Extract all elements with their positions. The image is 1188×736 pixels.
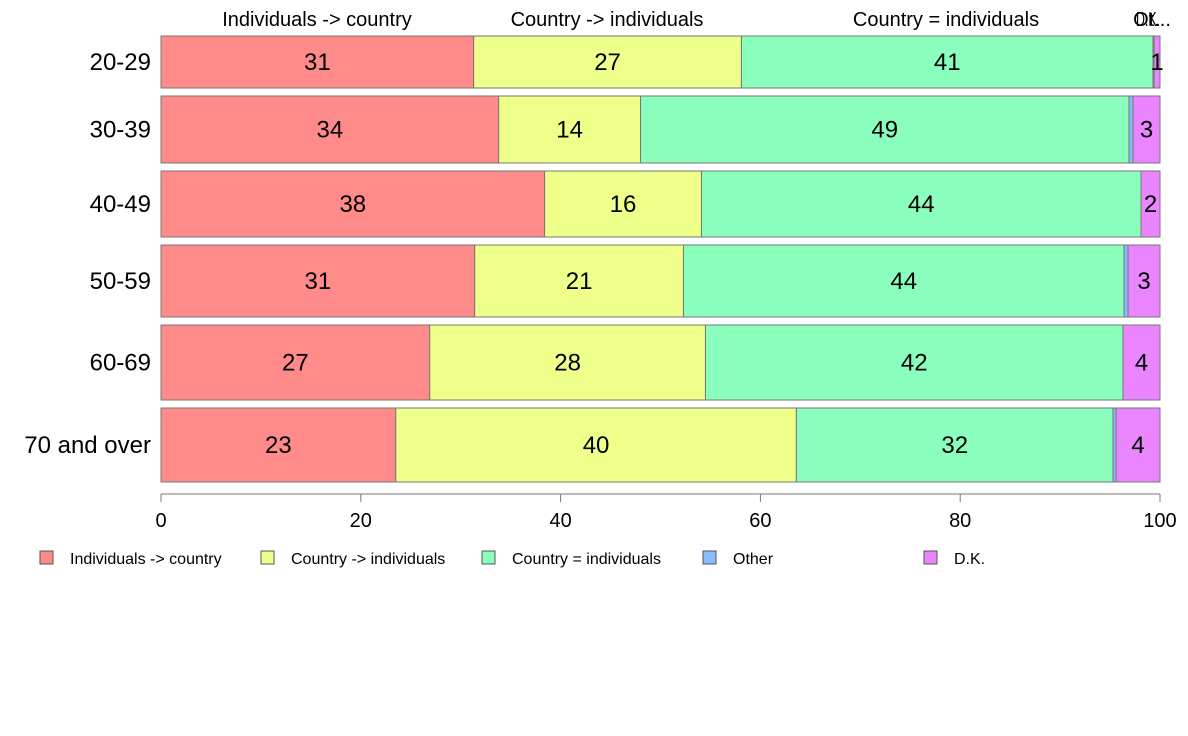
row-label: 50-59 (90, 268, 151, 295)
bar-segment (160, 95, 500, 164)
bar-row-60-69: 60-69 27 28 42 4 (90, 324, 1161, 401)
x-axis: 0 20 40 60 80 100 (155, 493, 1177, 532)
legend: Individuals -> country Country -> individ… (39, 550, 985, 568)
bar-segment (1115, 407, 1161, 483)
bar-row-50-59: 50-59 31 21 44 3 (90, 244, 1161, 318)
bar-segment (704, 324, 1124, 401)
top-segment-labels: Individuals -> country Country -> individ… (222, 9, 1171, 31)
bar-value-label: 38 (339, 191, 366, 218)
legend-label: Country -> individuals (291, 551, 445, 568)
bar-value-label: 28 (554, 350, 581, 377)
top-label-overlap: D.K. (1136, 9, 1160, 31)
legend-label: Individuals -> country (70, 551, 222, 568)
legend-swatch (923, 550, 938, 565)
legend-swatch (260, 550, 275, 565)
bar-row-30-39: 30-39 34 14 49 3 (90, 95, 1161, 164)
bar-value-label: 14 (556, 117, 583, 144)
bar-segment (640, 95, 1130, 164)
x-tick-label: 40 (549, 510, 571, 532)
legend-label: Other (733, 551, 774, 568)
bar-value-label: 3 (1137, 268, 1150, 295)
bar-value-label: 27 (594, 49, 621, 76)
bar-value-label: 40 (583, 432, 610, 459)
bar-value-label: 4 (1135, 350, 1148, 377)
bar-segment (1153, 35, 1161, 89)
bar-rows: 20-29 31 27 41 130-39 34 14 49 340-49 38 16 44 250-5… (24, 35, 1164, 483)
legend-label: Country = individuals (512, 551, 661, 568)
x-tick-label: 0 (155, 510, 166, 532)
top-label-0: Individuals -> country (222, 9, 412, 31)
bar-segment (700, 170, 1142, 238)
bar-segment (498, 95, 642, 164)
bar-segment (1122, 324, 1161, 401)
x-tick-label: 20 (350, 510, 372, 532)
bar-segment (474, 244, 684, 318)
row-label: 70 and over (24, 432, 151, 459)
bar-value-label: 2 (1144, 191, 1157, 218)
bar-segment (395, 407, 797, 483)
legend-swatch (481, 550, 496, 565)
legend-item: Country = individuals (481, 550, 661, 568)
x-tick-label: 100 (1143, 510, 1176, 532)
legend-item: Other (702, 550, 774, 568)
bar-segment (1128, 95, 1134, 164)
bar-segment (682, 244, 1125, 318)
top-label-1: Country -> individuals (511, 9, 704, 31)
bar-segment (429, 324, 706, 401)
bar-segment (160, 407, 397, 483)
bar-segment (795, 407, 1114, 483)
legend-item: Individuals -> country (39, 550, 222, 568)
bar-row-40-49: 40-49 38 16 44 2 (90, 170, 1161, 238)
bar-segment (1132, 95, 1161, 164)
bar-segment (1140, 170, 1161, 238)
bar-value-label: 3 (1140, 117, 1153, 144)
bar-value-label: 32 (941, 432, 968, 459)
bar-value-label: 31 (304, 268, 331, 295)
bar-value-label: 41 (934, 49, 961, 76)
bar-value-label: 44 (890, 268, 917, 295)
row-label: 20-29 (90, 49, 151, 76)
bar-segment (160, 244, 476, 318)
bar-value-label: 49 (871, 117, 898, 144)
legend-item: D.K. (923, 550, 985, 568)
bar-value-label: 1 (1150, 49, 1163, 76)
legend-label: D.K. (954, 551, 985, 568)
legend-swatch (702, 550, 717, 565)
bar-value-label: 34 (316, 117, 343, 144)
bar-value-label: 21 (566, 268, 593, 295)
x-tick-label: 60 (749, 510, 771, 532)
bar-value-label: 23 (265, 432, 292, 459)
legend-item: Country -> individuals (260, 550, 445, 568)
bar-segment (1127, 244, 1161, 318)
legend-swatch (39, 550, 54, 565)
top-label-2: Country = individuals (853, 9, 1039, 31)
x-tick-label: 80 (949, 510, 971, 532)
bar-segment (1123, 244, 1129, 318)
bar-value-label: 44 (908, 191, 935, 218)
row-label: 60-69 (90, 350, 151, 377)
bar-value-label: 4 (1131, 432, 1144, 459)
row-label: 30-39 (90, 117, 151, 144)
bar-segment (473, 35, 742, 89)
bar-segment (544, 170, 702, 238)
bar-segment (160, 324, 431, 401)
bar-value-label: 16 (610, 191, 637, 218)
bar-row-20-29: 20-29 31 27 41 1 (90, 35, 1164, 89)
top-label-3: Ot... (1133, 9, 1171, 31)
bar-row-70-and-over: 70 and over 23 40 32 4 (24, 407, 1161, 483)
bar-value-label: 42 (901, 350, 928, 377)
row-label: 40-49 (90, 191, 151, 218)
bar-value-label: 31 (304, 49, 331, 76)
bar-value-label: 27 (282, 350, 309, 377)
